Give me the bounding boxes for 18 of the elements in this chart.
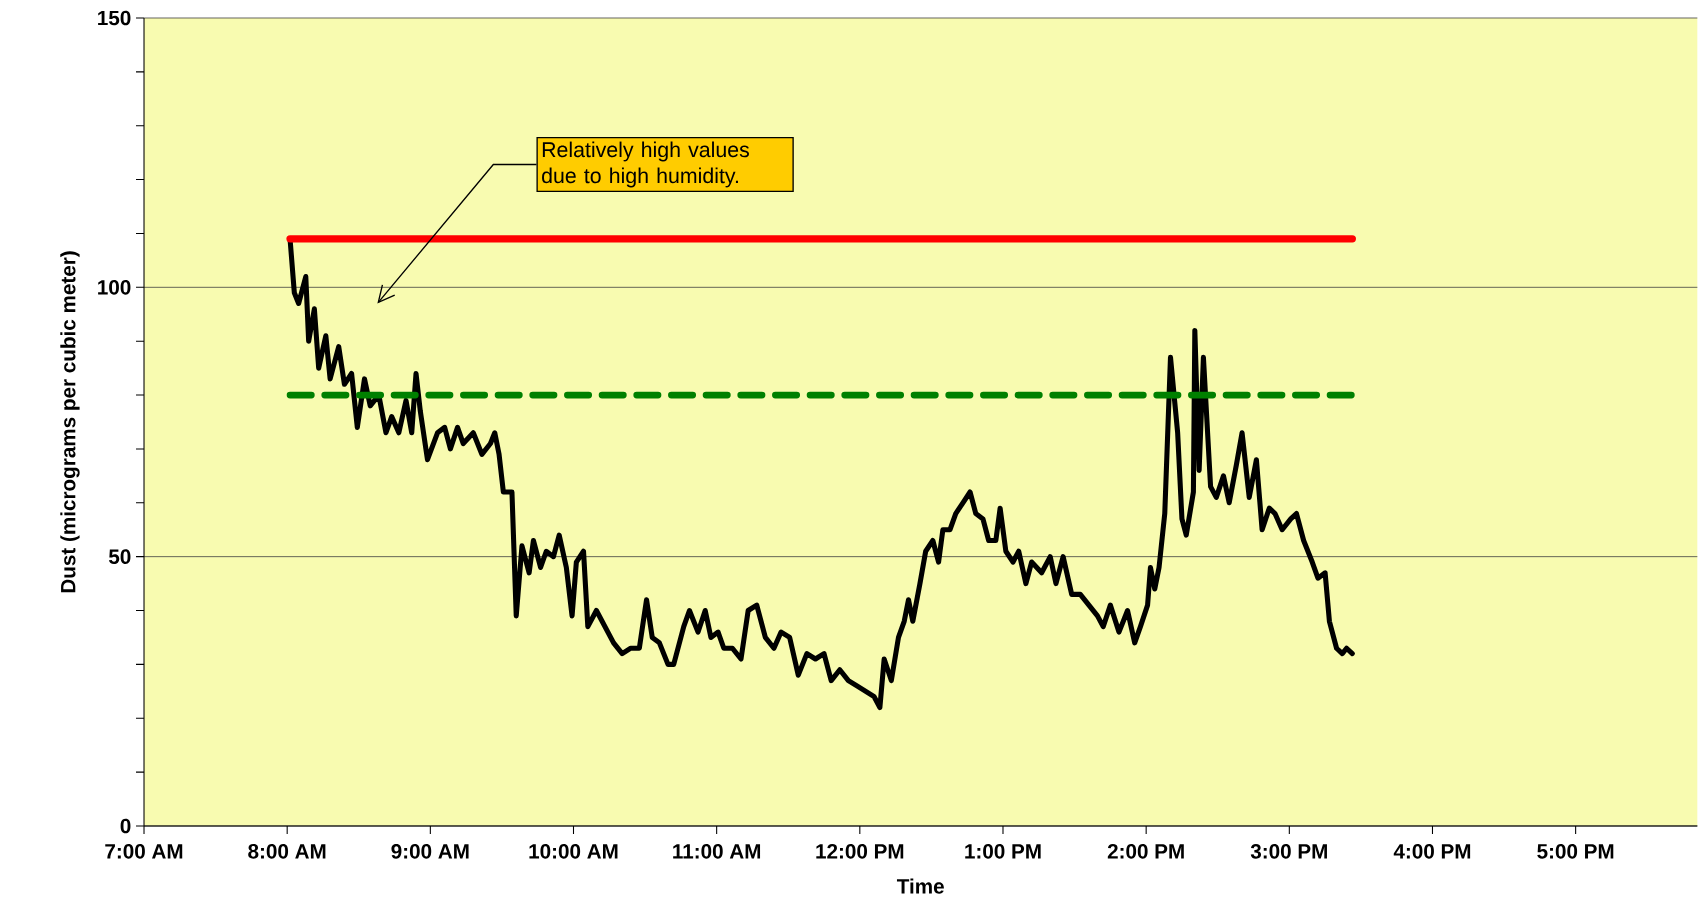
x-tick-label: 2:00 PM: [1107, 844, 1184, 859]
x-tick-label: 9:00 AM: [391, 844, 469, 859]
x-tick-label: 4:00 PM: [1393, 844, 1471, 859]
y-tick-label: 50: [108, 549, 131, 564]
x-tick-label: 5:00 PM: [1537, 844, 1614, 859]
x-axis-title: Time: [896, 878, 944, 894]
y-tick-label: 100: [98, 280, 131, 295]
y-axis-title: Dust (micrograms per cubic meter): [60, 251, 80, 593]
annotation: Relatively high values due to high humidity.: [542, 141, 749, 188]
y-tick-label: 0: [120, 818, 131, 834]
y-tick-label: 150: [98, 10, 131, 26]
x-tick-label: 7:00 AM: [105, 844, 183, 859]
x-tick-label: 8:00 AM: [248, 844, 326, 859]
x-tick-label: 10:00 AM: [529, 844, 618, 859]
x-tick-label: 12:00 PM: [816, 844, 904, 859]
x-tick-label: 1:00 PM: [965, 844, 1041, 859]
x-tick-label: 11:00 AM: [673, 844, 761, 859]
x-tick-label: 3:00 PM: [1250, 844, 1327, 859]
